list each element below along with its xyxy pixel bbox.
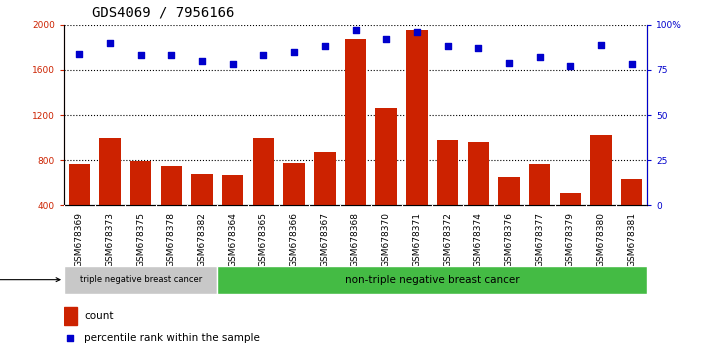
- Text: GSM678375: GSM678375: [137, 212, 145, 267]
- Bar: [590, 135, 611, 251]
- Text: GSM678365: GSM678365: [259, 212, 268, 267]
- Text: GSM678372: GSM678372: [443, 212, 452, 267]
- Text: percentile rank within the sample: percentile rank within the sample: [85, 332, 260, 343]
- Text: GSM678364: GSM678364: [228, 212, 237, 267]
- Point: [380, 36, 392, 42]
- Bar: [468, 142, 489, 251]
- Text: GSM678381: GSM678381: [627, 212, 636, 267]
- Text: GSM678369: GSM678369: [75, 212, 84, 267]
- Bar: [498, 177, 520, 251]
- Bar: [284, 163, 305, 251]
- Bar: [218, 266, 647, 294]
- Point: [442, 44, 453, 49]
- Bar: [621, 179, 643, 251]
- Point: [135, 53, 146, 58]
- Text: GSM678377: GSM678377: [535, 212, 544, 267]
- Text: GSM678376: GSM678376: [504, 212, 513, 267]
- Bar: [375, 108, 397, 251]
- Point: [166, 53, 177, 58]
- Text: GSM678380: GSM678380: [597, 212, 606, 267]
- Point: [534, 55, 545, 60]
- Bar: [437, 140, 459, 251]
- Bar: [252, 138, 274, 251]
- Text: triple negative breast cancer: triple negative breast cancer: [80, 275, 202, 284]
- Point: [350, 27, 361, 33]
- Bar: [191, 174, 213, 251]
- Point: [411, 29, 422, 35]
- Point: [473, 45, 484, 51]
- Point: [503, 60, 515, 65]
- Bar: [130, 161, 151, 251]
- Point: [65, 335, 76, 341]
- Text: GSM678379: GSM678379: [566, 212, 574, 267]
- Point: [74, 51, 85, 57]
- Text: GSM678378: GSM678378: [167, 212, 176, 267]
- Text: GSM678373: GSM678373: [105, 212, 114, 267]
- Point: [595, 42, 606, 47]
- Point: [258, 53, 269, 58]
- Text: GSM678371: GSM678371: [412, 212, 422, 267]
- Bar: [161, 166, 182, 251]
- Point: [105, 40, 116, 46]
- Text: GSM678370: GSM678370: [382, 212, 390, 267]
- Point: [227, 62, 238, 67]
- Bar: [222, 175, 243, 251]
- Text: GSM678367: GSM678367: [321, 212, 329, 267]
- Point: [626, 62, 637, 67]
- Text: GSM678366: GSM678366: [289, 212, 299, 267]
- Bar: [345, 39, 366, 251]
- Point: [319, 44, 331, 49]
- Text: count: count: [85, 311, 114, 321]
- Bar: [64, 266, 218, 294]
- Text: GDS4069 / 7956166: GDS4069 / 7956166: [92, 5, 235, 19]
- Text: GSM678368: GSM678368: [351, 212, 360, 267]
- Point: [196, 58, 208, 64]
- Text: GSM678374: GSM678374: [474, 212, 483, 267]
- Point: [289, 49, 300, 55]
- Text: disease state: disease state: [0, 275, 60, 285]
- Bar: [529, 164, 550, 251]
- Bar: [314, 152, 336, 251]
- Text: GSM678382: GSM678382: [198, 212, 207, 267]
- Point: [565, 63, 576, 69]
- Bar: [560, 193, 581, 251]
- Bar: [406, 30, 427, 251]
- Bar: [68, 164, 90, 251]
- Bar: [64, 307, 77, 325]
- Text: non-triple negative breast cancer: non-triple negative breast cancer: [345, 275, 520, 285]
- Bar: [100, 138, 121, 251]
